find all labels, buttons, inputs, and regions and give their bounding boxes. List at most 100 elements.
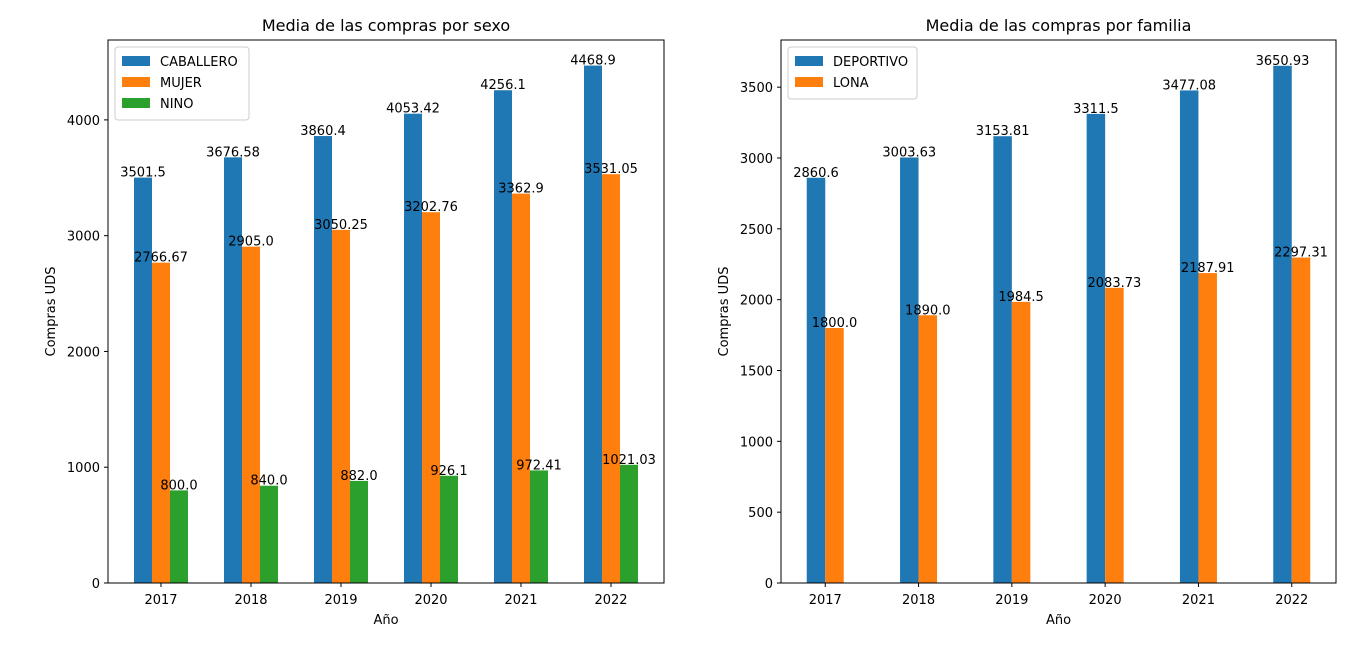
x-tick-label: 2022: [1275, 593, 1308, 608]
y-tick-label: 1000: [67, 461, 100, 476]
y-tick-label: 500: [748, 506, 773, 521]
data-label: 1021.03: [602, 453, 656, 468]
data-label: 882.0: [340, 469, 377, 484]
y-tick-label: 4000: [67, 114, 100, 129]
bar: [1011, 301, 1031, 583]
data-label: 2905.0: [228, 235, 274, 250]
chart-title: Media de las compras por familia: [926, 16, 1192, 35]
plot-frame: [107, 39, 665, 584]
bar: [224, 157, 242, 583]
y-tick-label: 3000: [67, 230, 100, 245]
bar: [440, 475, 458, 583]
bar: [332, 229, 350, 583]
data-label: 4256.1: [480, 78, 526, 93]
data-label: 800.0: [160, 478, 197, 493]
y-tick-label: 0: [92, 577, 100, 592]
plot-frame: [780, 39, 1337, 584]
bar: [494, 90, 512, 584]
data-label: 2187.91: [1181, 261, 1235, 276]
data-label: 3311.5: [1073, 102, 1119, 117]
bar: [918, 315, 938, 583]
bar: [134, 177, 152, 583]
bar: [620, 464, 638, 583]
bar: [825, 328, 844, 583]
bar: [260, 485, 278, 583]
bar: [993, 136, 1012, 583]
x-tick-label: 2017: [809, 593, 842, 608]
data-label: 972.41: [516, 458, 562, 473]
data-label: 1890.0: [905, 303, 951, 318]
x-axis-label: Año: [1046, 613, 1071, 628]
legend-swatch: [122, 77, 150, 87]
bar: [512, 193, 530, 583]
y-tick-label: 3500: [740, 81, 773, 96]
bar: [1273, 65, 1292, 584]
y-tick-label: 1500: [740, 365, 773, 380]
x-tick-label: 2017: [144, 593, 177, 608]
data-label: 3676.58: [206, 145, 260, 160]
data-label: 4468.9: [570, 54, 616, 69]
data-label: 3153.81: [976, 124, 1030, 139]
y-tick-label: 3000: [740, 152, 773, 167]
data-label: 4053.42: [386, 102, 440, 117]
data-label: 2297.31: [1274, 246, 1328, 261]
bar: [350, 480, 368, 583]
bar: [422, 212, 440, 583]
data-label: 1800.0: [812, 316, 858, 331]
x-tick-label: 2020: [414, 593, 447, 608]
bar: [806, 177, 826, 583]
legend-swatch: [122, 98, 150, 108]
bar: [404, 113, 422, 583]
legend-label: DEPORTIVO: [833, 55, 908, 70]
legend-label: NINO: [160, 97, 194, 112]
legend-label: MUJER: [160, 76, 202, 91]
data-label: 2083.73: [1088, 276, 1142, 291]
chart-panel-2: 2860.6 3003.63 3153.81 3311.5 3477.08 3650.93…: [717, 16, 1337, 628]
bar: [242, 246, 260, 583]
legend-swatch: [795, 77, 823, 87]
y-tick-label: 2000: [67, 345, 100, 360]
data-label: 1984.5: [998, 290, 1044, 305]
data-label: 3860.4: [300, 124, 346, 139]
data-label: 3003.63: [882, 145, 936, 160]
legend: CABALLERO MUJER NINO: [114, 46, 250, 121]
data-label: 926.1: [430, 464, 467, 479]
data-label: 3531.05: [584, 162, 638, 177]
x-axis-label: Año: [373, 613, 398, 628]
bar: [1179, 90, 1199, 583]
chart-title: Media de las compras por sexo: [262, 16, 510, 35]
x-tick-label: 2021: [504, 593, 537, 608]
data-label: 3050.25: [314, 218, 368, 233]
legend-swatch: [122, 56, 150, 66]
x-tick-label: 2018: [902, 593, 935, 608]
bar: [530, 470, 548, 583]
data-label: 3477.08: [1162, 78, 1216, 93]
data-label: 3501.5: [120, 166, 166, 181]
bar: [170, 490, 188, 583]
bar: [1086, 113, 1106, 583]
legend: DEPORTIVO LONA: [787, 46, 918, 100]
data-label: 3362.9: [498, 182, 544, 197]
bar: [602, 174, 620, 583]
bar: [314, 136, 332, 584]
y-tick-label: 0: [765, 577, 773, 592]
y-tick-label: 2500: [740, 223, 773, 238]
bar: [152, 262, 170, 583]
x-tick-label: 2020: [1089, 593, 1122, 608]
legend-label: CABALLERO: [160, 55, 238, 70]
data-label: 3202.76: [404, 200, 458, 215]
x-tick-label: 2019: [995, 593, 1028, 608]
chart-panel-1: 3501.5 3676.58 3860.4 4053.42 4256.1 4468.9 27…: [44, 16, 665, 628]
data-label: 840.0: [250, 474, 287, 489]
data-label: 2766.67: [134, 251, 188, 266]
y-tick-label: 1000: [740, 435, 773, 450]
bar: [900, 157, 919, 583]
x-tick-label: 2021: [1182, 593, 1215, 608]
legend-label: LONA: [833, 76, 869, 91]
bar: [584, 65, 602, 583]
legend-swatch: [795, 56, 823, 66]
y-axis-label: Compras UDS: [717, 267, 732, 357]
y-tick-label: 2000: [740, 294, 773, 309]
x-tick-label: 2018: [234, 593, 267, 608]
